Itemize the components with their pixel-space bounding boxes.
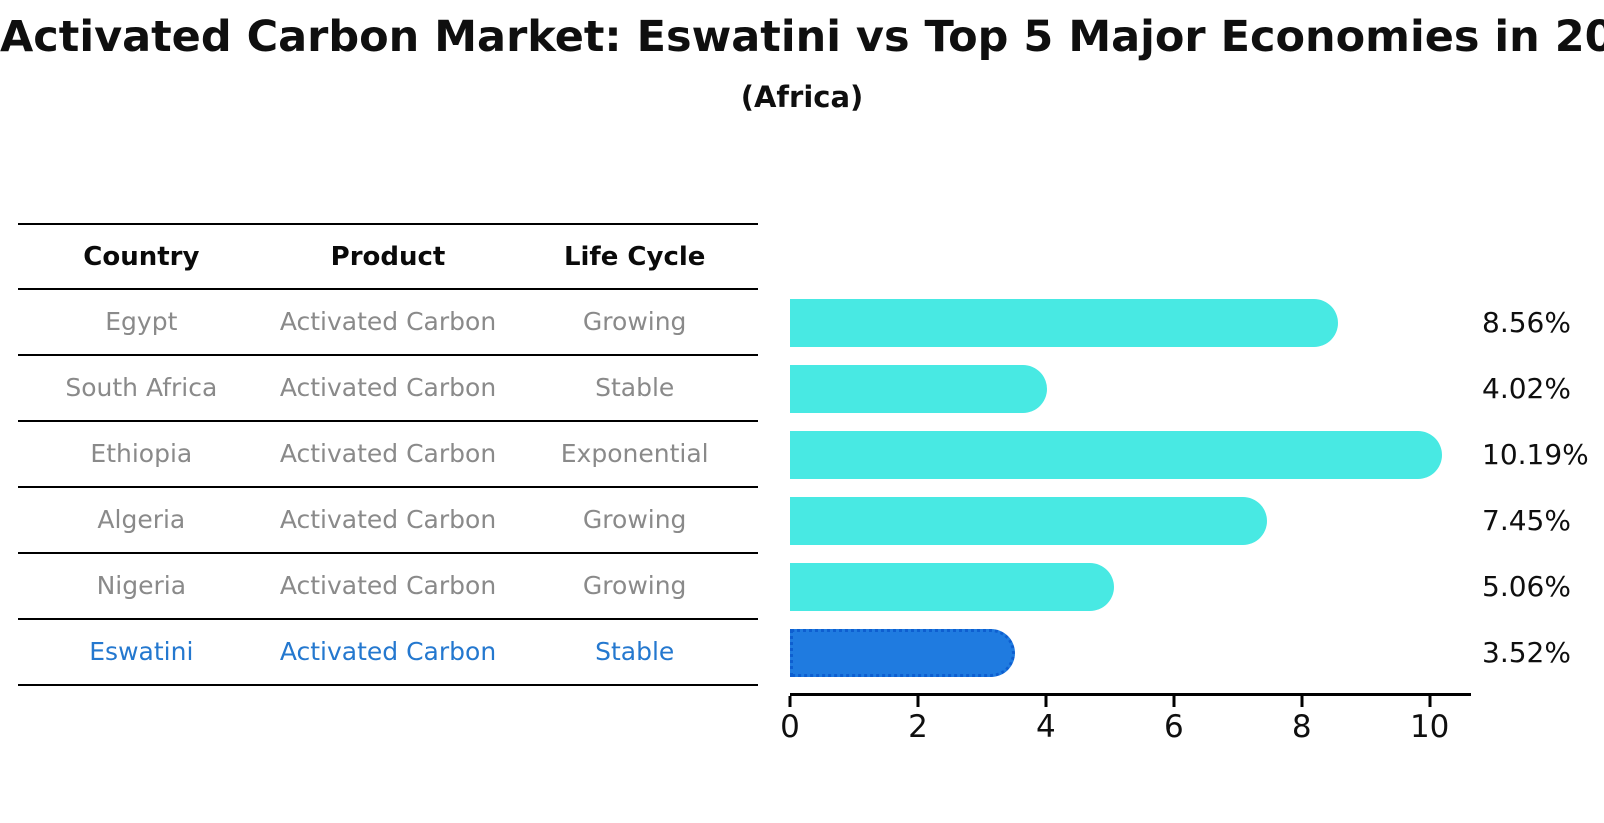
cell-product: Activated Carbon xyxy=(279,373,497,402)
x-tick xyxy=(916,696,920,707)
table-row-algeria: Algeria Activated Carbon Growing xyxy=(18,488,758,554)
cell-life-cycle: Stable xyxy=(595,637,675,666)
x-tick-label: 4 xyxy=(1036,709,1056,745)
header-product: Product xyxy=(330,242,446,272)
bar-row xyxy=(790,290,1470,356)
cell-life-cycle: Exponential xyxy=(560,439,709,468)
chart-title: Activated Carbon Market: Eswatini vs Top… xyxy=(0,12,1604,62)
bar-algeria xyxy=(790,497,1267,545)
table-row-nigeria: Nigeria Activated Carbon Growing xyxy=(18,554,758,620)
bar-row xyxy=(790,620,1470,686)
x-tick xyxy=(1300,696,1304,707)
table-row-egypt: Egypt Activated Carbon Growing xyxy=(18,290,758,356)
bar-row xyxy=(790,488,1470,554)
cell-life-cycle: Growing xyxy=(582,505,687,534)
cell-country: Ethiopia xyxy=(90,439,193,468)
value-labels: 8.56% 4.02% 10.19% 7.45% 5.06% 3.52% xyxy=(1482,290,1589,686)
x-tick-label: 6 xyxy=(1163,709,1184,745)
header-life-cycle: Life Cycle xyxy=(563,242,706,272)
chart-subtitle: (Africa) xyxy=(740,80,864,114)
x-tick-label: 10 xyxy=(1409,709,1450,745)
country-table: Country Product Life Cycle Egypt Activat… xyxy=(18,223,758,686)
bar-south-africa xyxy=(790,365,1048,413)
cell-country: Nigeria xyxy=(96,571,187,600)
cell-country: Eswatini xyxy=(89,637,194,666)
cell-country: South Africa xyxy=(65,373,218,402)
table-row-ethiopia: Ethiopia Activated Carbon Exponential xyxy=(18,422,758,488)
cell-life-cycle: Growing xyxy=(582,571,687,600)
bar-nigeria xyxy=(790,563,1114,611)
value-label-south-africa: 4.02% xyxy=(1482,372,1571,405)
header-country: Country xyxy=(83,242,200,272)
cell-country: Algeria xyxy=(97,505,186,534)
cell-product: Activated Carbon xyxy=(279,439,497,468)
cell-product: Activated Carbon xyxy=(279,637,497,666)
table-header-row: Country Product Life Cycle xyxy=(18,223,758,290)
value-label-ethiopia: 10.19% xyxy=(1482,438,1589,471)
bar-eswatini xyxy=(790,629,1016,677)
bar-row xyxy=(790,554,1470,620)
cell-life-cycle: Growing xyxy=(582,307,687,336)
x-tick xyxy=(1044,696,1048,707)
bar-egypt xyxy=(790,299,1338,347)
value-label-eswatini: 3.52% xyxy=(1482,636,1571,669)
x-axis-line xyxy=(790,693,1471,696)
x-tick xyxy=(1172,696,1176,707)
cell-country: Egypt xyxy=(105,307,178,336)
cell-life-cycle: Stable xyxy=(595,373,675,402)
x-tick xyxy=(1428,696,1432,707)
bar-ethiopia xyxy=(790,431,1442,479)
x-tick-label: 0 xyxy=(780,709,800,745)
cell-product: Activated Carbon xyxy=(279,505,497,534)
x-axis: 0 2 4 6 8 10 xyxy=(780,693,1470,745)
bar-chart xyxy=(790,290,1470,686)
bar-row xyxy=(790,356,1470,422)
table-row-eswatini: Eswatini Activated Carbon Stable xyxy=(18,620,758,686)
x-tick-label: 2 xyxy=(908,709,928,745)
cell-product: Activated Carbon xyxy=(279,307,497,336)
x-tick xyxy=(788,696,792,707)
bar-row xyxy=(790,422,1470,488)
cell-product: Activated Carbon xyxy=(279,571,497,600)
value-label-nigeria: 5.06% xyxy=(1482,570,1571,603)
value-label-algeria: 7.45% xyxy=(1482,504,1571,537)
x-tick-label: 8 xyxy=(1291,709,1312,745)
value-label-egypt: 8.56% xyxy=(1482,306,1571,339)
table-row-south-africa: South Africa Activated Carbon Stable xyxy=(18,356,758,422)
